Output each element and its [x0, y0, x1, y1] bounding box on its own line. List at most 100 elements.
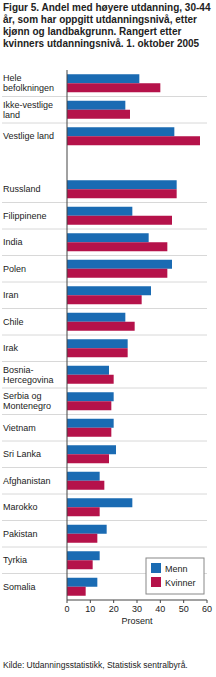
bar — [67, 74, 139, 83]
tick — [160, 600, 161, 603]
bars — [67, 74, 200, 596]
x-label: Prosent — [121, 616, 153, 626]
label-line: Tyrkia — [3, 555, 27, 565]
label-line: Vestlige land — [3, 131, 54, 141]
tick-label: 50 — [179, 604, 189, 614]
separator — [2, 441, 207, 442]
separator — [2, 308, 207, 309]
label-line: Filippinene — [3, 211, 47, 221]
y-axis — [67, 70, 68, 600]
bar — [67, 233, 149, 242]
title: Figur 5. Andel med høyere utdanning, 30-… — [3, 2, 213, 50]
tick — [67, 600, 68, 603]
tick-label: 10 — [85, 604, 95, 614]
separator — [2, 202, 207, 203]
tick — [207, 600, 208, 603]
label-line: Bosnia- — [3, 365, 34, 375]
bar — [67, 286, 151, 295]
tick-label: 60 — [202, 604, 212, 614]
bar — [67, 525, 107, 534]
bar — [67, 339, 128, 348]
category-label: Vestlige land — [3, 131, 54, 141]
bar — [67, 295, 142, 304]
separator — [2, 96, 207, 97]
label-line: befolkningen — [3, 83, 54, 93]
category-label: Iran — [3, 290, 19, 300]
label-line: Montenegro — [3, 401, 51, 411]
source: Kilde: Utdanningsstatistikk, Statistisk … — [3, 660, 188, 670]
separator — [2, 467, 207, 468]
bar — [67, 216, 172, 225]
label-line: Russland — [3, 184, 41, 194]
label-line: Iran — [3, 290, 19, 300]
label-line: Irak — [3, 343, 19, 353]
label-line: Hercegovina — [3, 375, 54, 385]
separator — [2, 229, 207, 230]
tick-label: 20 — [109, 604, 119, 614]
chart: Helebefolkningen Ikke-vestligeland Vestlig… — [0, 0, 216, 677]
category-label: Sri Lanka — [3, 449, 41, 459]
bar — [67, 507, 100, 516]
tick-label: 0 — [64, 604, 69, 614]
separator — [2, 123, 207, 124]
bar — [67, 534, 97, 543]
bar — [67, 322, 135, 331]
category-label: Irak — [3, 343, 19, 353]
bar — [67, 454, 109, 463]
bar — [67, 348, 128, 357]
bar — [67, 269, 167, 278]
bar — [67, 428, 111, 437]
label-line: Polen — [3, 264, 26, 274]
separator — [2, 414, 207, 415]
bar — [67, 189, 177, 198]
bar — [67, 551, 100, 560]
bar — [67, 110, 130, 119]
separator — [2, 520, 207, 521]
label-line: Afghanistan — [3, 476, 51, 486]
tick-label: 40 — [155, 604, 165, 614]
category-label: Vietnam — [3, 423, 36, 433]
tick — [137, 600, 138, 603]
bar — [67, 83, 160, 92]
bar — [67, 366, 109, 375]
label-line: Hele — [3, 73, 22, 83]
separator — [2, 282, 207, 283]
separator — [2, 335, 207, 336]
bar — [67, 560, 93, 569]
separator — [2, 255, 207, 256]
label-line: land — [3, 110, 20, 120]
category-label: Marokko — [3, 502, 38, 512]
label-line: Sri Lanka — [3, 449, 41, 459]
label-line: Ikke-vestlige — [3, 100, 53, 110]
label-line: Somalia — [3, 582, 36, 592]
category-label: Helebefolkningen — [3, 73, 54, 93]
bar — [67, 578, 97, 587]
label-line: Vietnam — [3, 423, 36, 433]
label-line: Chile — [3, 317, 24, 327]
bar — [67, 419, 114, 428]
label-line: Serbia og — [3, 391, 42, 401]
bar — [67, 180, 177, 189]
category-label: Filippinene — [3, 211, 47, 221]
category-label: Chile — [3, 317, 24, 327]
tick-label: 30 — [132, 604, 142, 614]
bar — [67, 587, 86, 596]
category-label: Pakistan — [3, 529, 38, 539]
legend-label: Menn — [165, 564, 188, 574]
bar — [67, 207, 132, 216]
bar — [67, 375, 114, 384]
category-label: Afghanistan — [3, 476, 51, 486]
legend-swatch — [151, 577, 161, 587]
bar — [67, 313, 125, 322]
bar — [67, 101, 125, 110]
legend-box — [146, 558, 204, 594]
category-label: Bosnia-Hercegovina — [3, 365, 54, 385]
tick — [113, 600, 114, 603]
separator — [2, 361, 207, 362]
separator — [2, 494, 207, 495]
category-label: Tyrkia — [3, 555, 27, 565]
category-label: Ikke-vestligeland — [3, 100, 53, 120]
legend-swatch — [151, 563, 161, 573]
bar — [67, 392, 114, 401]
bar — [67, 401, 111, 410]
